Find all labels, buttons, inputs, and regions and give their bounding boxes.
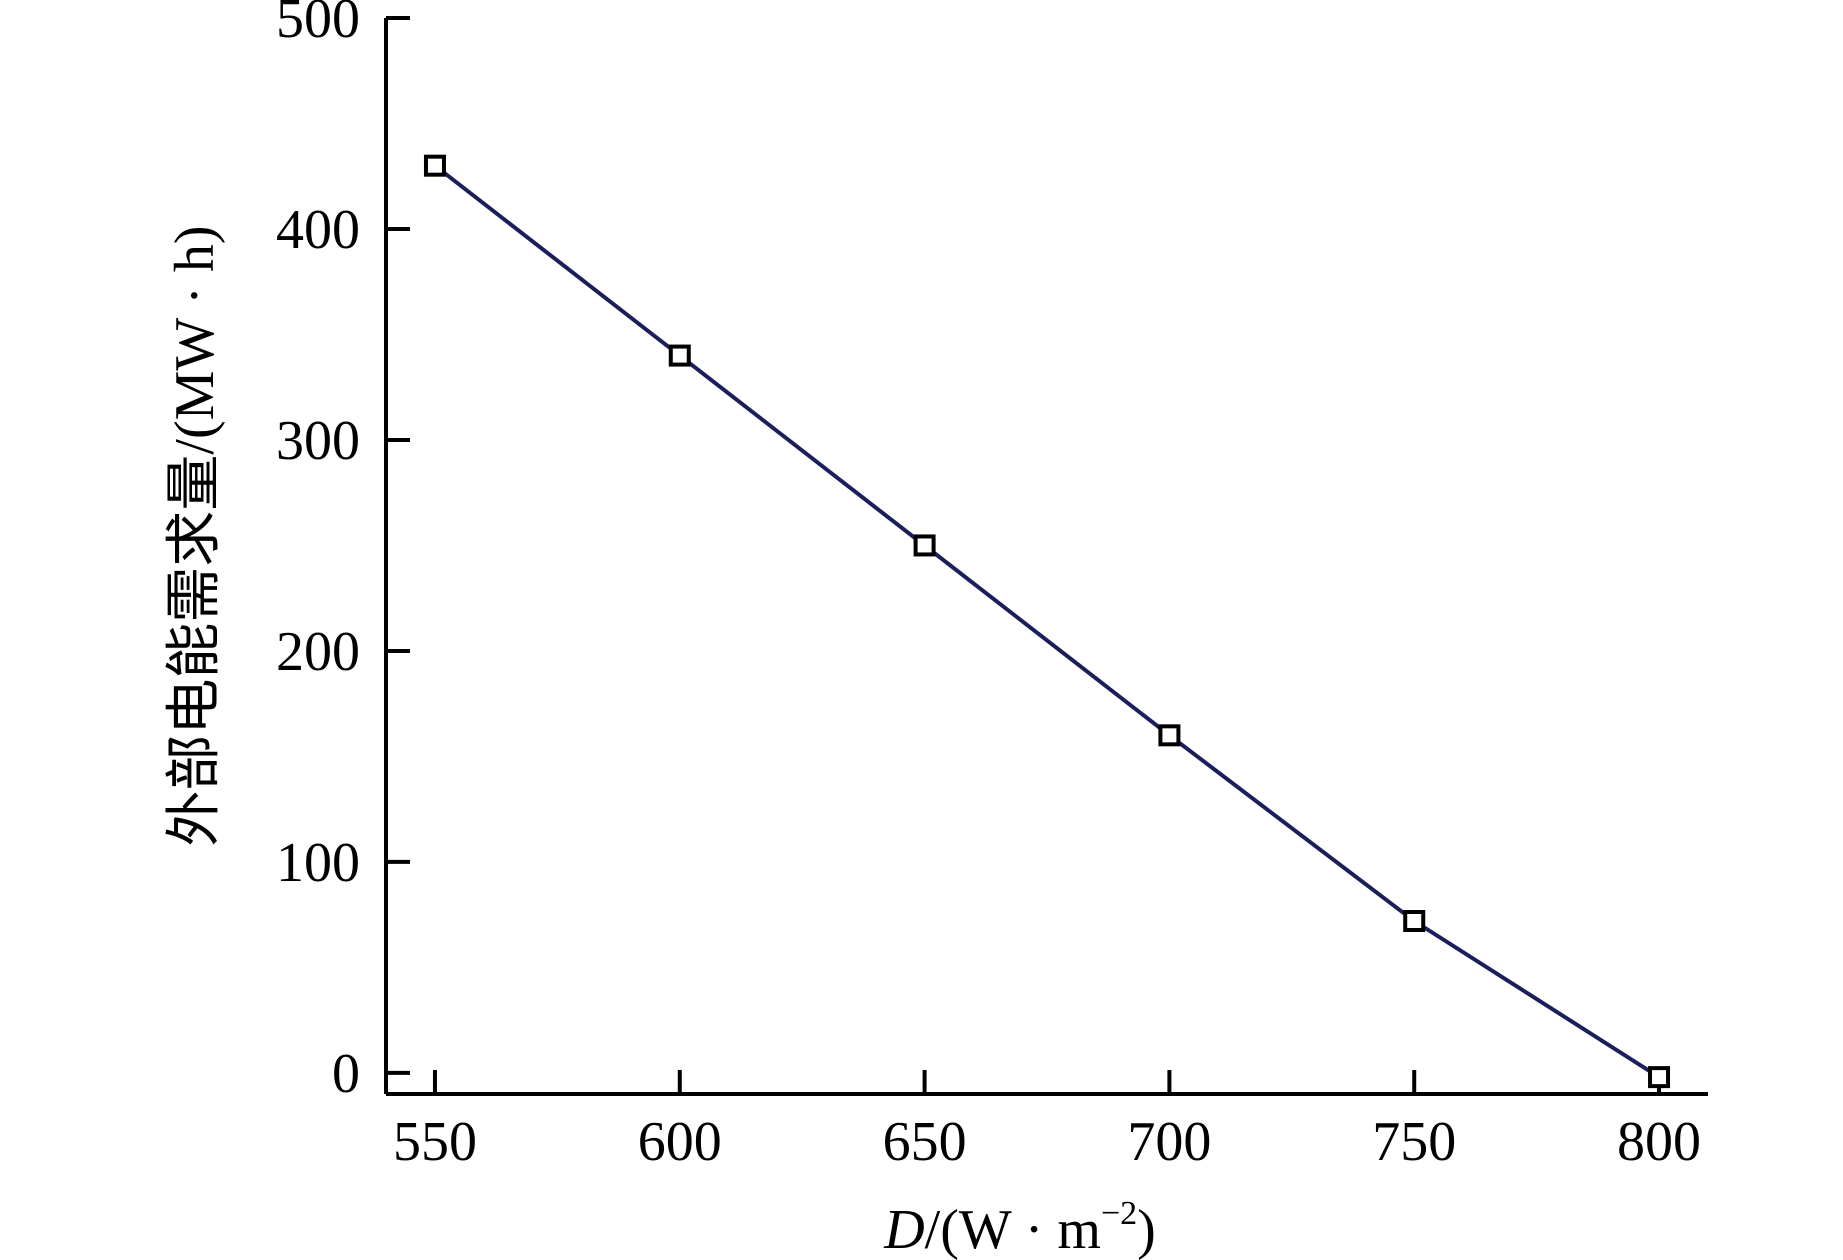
x-axis-title-unit-close: ) — [1137, 1199, 1156, 1260]
x-tick-label: 750 — [1372, 1111, 1456, 1173]
x-tick-label: 550 — [393, 1111, 477, 1173]
axes — [384, 18, 1708, 1096]
y-tick-label: 0 — [332, 1043, 360, 1105]
series-line — [433, 164, 1661, 1079]
y-tick-label: 300 — [276, 410, 360, 472]
data-point-marker — [668, 344, 691, 367]
x-tick-label: 700 — [1127, 1111, 1211, 1173]
data-point-marker — [1648, 1066, 1671, 1089]
data-point-marker — [1158, 724, 1181, 747]
x-tick-label: 650 — [883, 1111, 967, 1173]
x-tick-label: 600 — [638, 1111, 722, 1173]
data-point-marker — [913, 534, 936, 557]
data-point-marker — [1403, 909, 1426, 932]
x-axis-title: D/(W · m−2) — [883, 1195, 1156, 1260]
y-tick-label: 100 — [276, 832, 360, 894]
x-tick-label: 800 — [1617, 1111, 1701, 1173]
y-axis-title: 外部电能需求量/(MW · h) — [164, 225, 226, 846]
y-tick-label: 200 — [276, 621, 360, 683]
x-axis-ticks: 550 600 650 700 750 800 — [393, 1070, 1701, 1173]
y-tick-label: 500 — [276, 0, 360, 50]
y-tick-label: 400 — [276, 199, 360, 261]
series-group — [423, 154, 1671, 1089]
x-axis-title-exponent: −2 — [1101, 1195, 1137, 1232]
x-axis-title-unit: /(W · m — [925, 1199, 1101, 1260]
x-axis-title-variable: D — [883, 1199, 924, 1260]
data-point-marker — [423, 154, 446, 177]
y-axis-ticks: 0 100 200 300 400 500 — [276, 0, 410, 1105]
